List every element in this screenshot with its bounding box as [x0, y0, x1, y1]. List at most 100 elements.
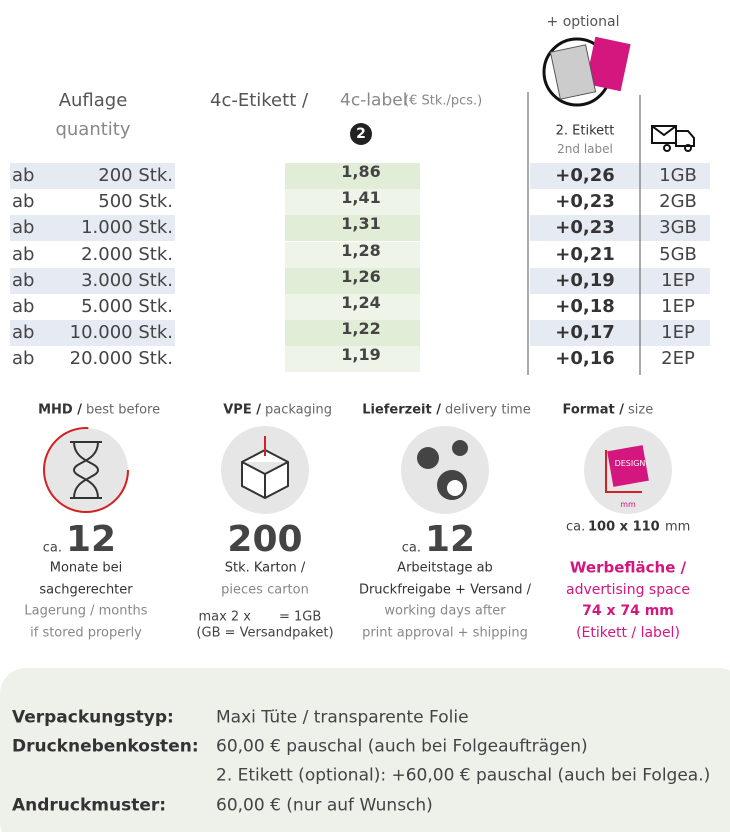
second-label-price: +0,19: [555, 269, 615, 291]
prefix: ab: [12, 217, 35, 239]
quantity: 3.000 Stk.: [81, 269, 173, 291]
quantity: 500 Stk.: [98, 191, 173, 213]
footer-value: 60,00 € (nur auf Wunsch): [216, 795, 433, 816]
info-title: VPE /: [223, 402, 261, 418]
quantity: 10.000 Stk.: [69, 322, 173, 344]
prefix: ab: [12, 348, 35, 370]
footer-box: [0, 668, 730, 832]
badge-number: 2: [356, 126, 366, 142]
info-line: Monate bei: [49, 560, 123, 576]
info-subtitle: delivery time: [445, 402, 531, 418]
info-subtitle: packaging: [265, 402, 332, 418]
row-stripe: [285, 163, 420, 189]
footer-value: Maxi Tüte / transparente Folie: [216, 707, 469, 728]
row-stripe: [10, 320, 175, 347]
column-header: Auflage: [58, 90, 128, 111]
prefix: ab: [12, 191, 35, 213]
footer-value: 60,00 € pauschal (auch bei Folgeaufträge…: [216, 736, 588, 757]
info-note: = 1GB: [279, 609, 322, 625]
footer-value: 2. Etikett (optional): +60,00 € pauschal…: [216, 765, 711, 786]
price: 1,86: [341, 162, 381, 181]
row-stripe: [10, 215, 175, 242]
prefix: ab: [12, 322, 35, 344]
second-label-price: +0,18: [555, 296, 615, 317]
shipping-icon: [651, 125, 695, 152]
info-subtitle: best before: [86, 402, 161, 418]
value: 200: [227, 519, 303, 560]
footer-label: Verpackungstyp:: [12, 707, 174, 728]
row-stripe: [530, 163, 710, 189]
icon-label: mm: [620, 500, 636, 509]
shipping-unit: 1EP: [661, 296, 695, 317]
info-line: Arbeitstage ab: [397, 560, 493, 576]
info-line: pieces carton: [221, 582, 309, 597]
value: 12: [66, 519, 117, 560]
price: 1,41: [341, 188, 381, 208]
row-stripe: [285, 267, 420, 294]
second-label-price: +0,23: [555, 217, 615, 239]
value: 12: [425, 519, 476, 560]
prefix: ab: [12, 165, 35, 186]
row-stripe: [285, 215, 420, 242]
info-line: advertising space: [566, 581, 690, 598]
quantity: 1.000 Stk.: [81, 217, 173, 239]
footer-label: Andruckmuster:: [12, 795, 167, 816]
info-title: MHD /: [38, 402, 82, 418]
second-label-price: +0,17: [555, 322, 615, 344]
second-label-price: +0,26: [555, 165, 615, 186]
info-line: working days after: [384, 603, 506, 619]
price: 1,31: [341, 214, 381, 234]
badge: [350, 123, 372, 145]
shipping-unit: 1EP: [661, 269, 695, 291]
info-title: Lieferzeit /: [362, 402, 441, 418]
prefix: ab: [12, 296, 35, 317]
info-line: Druckfreigabe + Versand /: [358, 582, 532, 597]
row-stripe: [285, 241, 420, 268]
prefix: ab: [12, 243, 35, 265]
column-header: 4c-Etikett /: [210, 90, 309, 111]
row-stripe: [285, 320, 420, 347]
price: 1,19: [341, 345, 381, 365]
info-title: Format /: [562, 402, 624, 418]
column-header: 2nd label: [557, 142, 613, 156]
optional-label: + optional: [546, 14, 620, 30]
price: 1,28: [341, 240, 381, 260]
row-stripe: [530, 267, 710, 294]
value-prefix: ca.: [401, 540, 421, 556]
prefix: ab: [12, 269, 35, 291]
footer-label: Drucknebenkosten:: [12, 736, 199, 757]
second-label-price: +0,23: [555, 191, 615, 213]
shipping-unit: 2EP: [661, 348, 695, 370]
icon-label: DESIGN: [614, 459, 646, 468]
second-label-price: +0,21: [555, 243, 615, 265]
price: 1,22: [341, 319, 381, 339]
quantity: 5.000 Stk.: [81, 296, 173, 317]
shipping-unit: 3GB: [659, 217, 697, 239]
quantity: 20.000 Stk.: [69, 348, 173, 370]
column-header: (€ Stk./pcs.): [404, 93, 483, 109]
info-icons: [43, 426, 672, 514]
row-stripe: [285, 346, 420, 373]
info-subtitle: size: [628, 402, 654, 418]
info-line: if stored properly: [30, 625, 142, 640]
shipping-unit: 1EP: [661, 322, 695, 344]
info-line: Werbefläche /: [569, 558, 687, 577]
row-stripe: [10, 163, 175, 189]
info-note: max 2 x: [198, 609, 251, 625]
info-line: Lagerung / months: [24, 603, 148, 619]
second-label-price: +0,16: [555, 348, 615, 370]
shipping-unit: 1GB: [659, 165, 697, 186]
quantity: 200 Stk.: [98, 165, 173, 186]
column-header: quantity: [55, 119, 131, 140]
value-prefix: ca.: [566, 519, 586, 535]
row-stripe: [530, 215, 710, 242]
info-note: (GB = Versandpaket): [196, 625, 334, 641]
price: 1,26: [341, 266, 381, 286]
value-unit: mm: [665, 519, 691, 535]
row-stripe: [285, 189, 420, 216]
price: 1,24: [341, 293, 381, 312]
column-header: 4c-label: [340, 90, 408, 111]
info-line: (Etikett / label): [576, 624, 680, 641]
row-stripe: [285, 294, 420, 320]
